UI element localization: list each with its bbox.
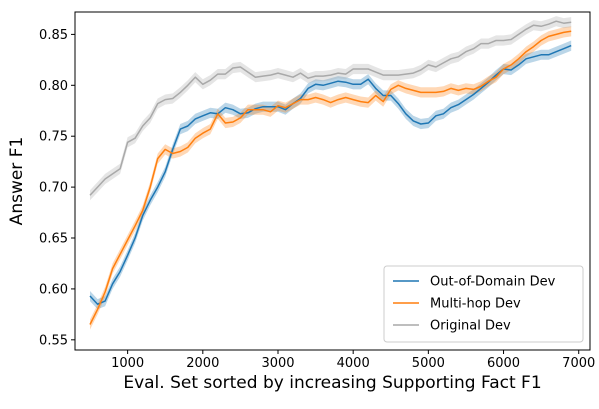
y-axis-ticks: 0.55 0.60 0.65 0.70 0.75 0.80 0.85 [39,28,75,348]
multi-hop-dev-line [89,30,572,325]
legend-label: Multi-hop Dev [430,297,521,312]
y-tick-label: 0.65 [39,232,68,247]
series-lines [89,20,572,325]
legend-label: Original Dev [430,319,511,334]
y-axis-label: Answer F1 [7,137,27,226]
legend-items: Out-of-Domain Dev Multi-hop Dev Original D… [393,275,556,334]
original-dev-line [89,20,572,196]
y-tick-label: 0.70 [39,181,68,196]
x-tick-label: 7000 [562,356,595,371]
x-tick-label: 1000 [111,356,144,371]
y-tick-label: 0.55 [39,333,68,348]
original-dev-band [90,16,572,201]
legend: Out-of-Domain Dev Multi-hop Dev Original D… [383,265,584,343]
x-tick-label: 2000 [186,356,219,371]
y-tick-label: 0.60 [39,282,68,297]
legend-box [383,265,584,343]
y-tick-label: 0.80 [39,79,68,94]
x-tick-label: 3000 [261,356,294,371]
x-tick-label: 6000 [487,356,520,371]
multi-hop-dev-band [90,26,572,330]
y-tick-label: 0.85 [39,28,68,43]
legend-label: Out-of-Domain Dev [430,275,556,290]
x-axis-label: Eval. Set sorted by increasing Supportin… [123,373,541,393]
x-axis-ticks: 1000 2000 3000 4000 5000 6000 7000 [111,350,595,371]
y-tick-label: 0.75 [39,130,68,145]
x-tick-label: 4000 [337,356,370,371]
x-tick-label: 5000 [412,356,445,371]
plot-frame [74,11,591,351]
